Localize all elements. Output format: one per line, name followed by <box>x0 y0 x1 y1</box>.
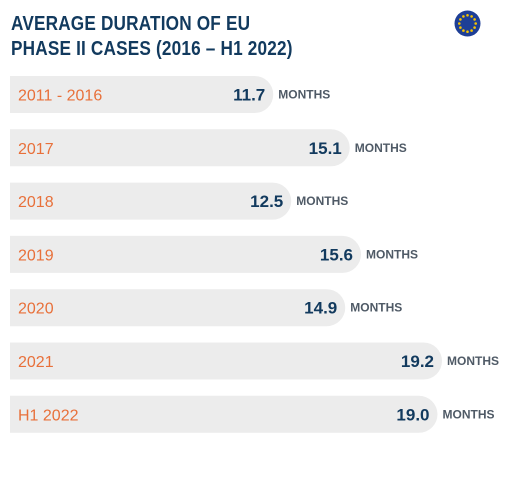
eu-flag-star <box>458 22 461 25</box>
unit-label: MONTHS <box>278 88 330 102</box>
bar <box>10 235 361 273</box>
eu-flag-star <box>462 29 465 32</box>
value-label: 11.7 <box>233 86 265 105</box>
category-label: 2018 <box>18 194 54 211</box>
category-label: 2011 - 2016 <box>18 88 102 105</box>
eu-flag-star <box>474 22 477 25</box>
value-label: 14.9 <box>304 299 337 318</box>
eu-flag-star <box>459 18 462 21</box>
bar <box>10 182 292 220</box>
eu-flag-star <box>466 30 469 33</box>
unit-label: MONTHS <box>443 407 495 421</box>
category-label: 2021 <box>18 354 54 371</box>
eu-flag-stars <box>458 14 477 33</box>
bar <box>10 76 274 113</box>
eu-flag-star <box>466 14 469 17</box>
chart-title-line-2: PHASE II CASES (2016 – H1 2022) <box>11 38 293 60</box>
value-label: 19.2 <box>401 352 434 371</box>
eu-flag-star <box>459 26 462 29</box>
value-label: 12.5 <box>250 192 283 211</box>
eu-flag-star <box>462 15 465 18</box>
category-label: 2020 <box>18 301 54 318</box>
eu-flag-background <box>454 10 481 37</box>
bar <box>10 342 443 380</box>
unit-label: MONTHS <box>296 194 348 208</box>
eu-flag-icon <box>454 10 481 37</box>
eu-flag-star <box>470 15 473 18</box>
unit-label: MONTHS <box>350 301 402 315</box>
value-label: 15.6 <box>320 245 353 264</box>
category-label: 2019 <box>18 247 54 264</box>
category-label: 2017 <box>18 141 54 158</box>
unit-label: MONTHS <box>366 247 418 261</box>
eu-flag-star <box>473 26 476 29</box>
chart-title: AVERAGE DURATION OF EU PHASE II CASES (2… <box>11 12 293 62</box>
chart-title-line-1: AVERAGE DURATION OF EU <box>11 13 251 35</box>
bar <box>10 395 438 433</box>
eu-flag-star <box>470 29 473 32</box>
unit-label: MONTHS <box>355 141 407 155</box>
value-label: 15.1 <box>309 139 342 158</box>
eu-flag-star <box>473 18 476 21</box>
bar <box>10 289 346 327</box>
unit-label: MONTHS <box>447 354 499 368</box>
category-label: H1 2022 <box>18 407 79 424</box>
value-label: 19.0 <box>396 405 429 424</box>
bar <box>10 129 350 167</box>
